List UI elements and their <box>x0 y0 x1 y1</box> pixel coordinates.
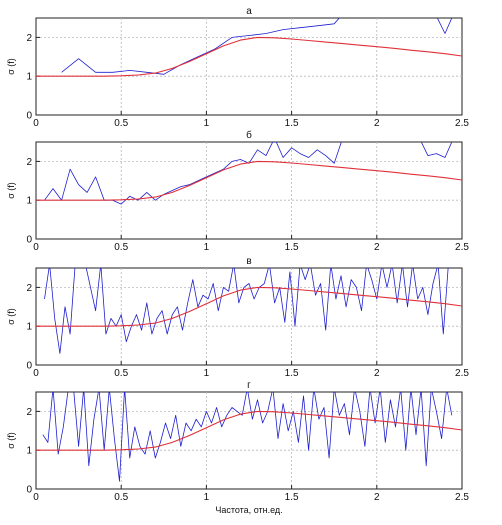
x-tick-label: 2.5 <box>455 242 469 253</box>
noisy-series-line <box>61 18 453 75</box>
panel-title: б <box>246 129 252 141</box>
x-tick-label: 1.5 <box>285 368 299 379</box>
x-tick-label: 0 <box>33 118 39 129</box>
y-axis-label: σ (f) <box>6 182 16 199</box>
model-series-line <box>36 286 462 327</box>
x-tick-label: 0 <box>33 242 39 253</box>
x-tick-label: 1 <box>204 118 210 129</box>
y-tick-label: 0 <box>26 485 32 496</box>
y-tick-label: 0 <box>26 111 32 122</box>
chart-panel-1: 0 0.5 1 1.5 2 2.5 0 1 2 а σ (f) <box>6 6 469 129</box>
y-tick-label: 1 <box>26 196 32 207</box>
x-tick-label: 1.5 <box>285 492 299 503</box>
x-axis-label: Частота, отн.ед. <box>215 505 282 515</box>
x-tick-label: 2 <box>374 118 380 129</box>
x-tick-label: 0.5 <box>114 492 128 503</box>
x-tick-label: 1.5 <box>285 242 299 253</box>
x-tick-label: 2 <box>374 368 380 379</box>
noisy-series-line <box>42 392 453 482</box>
plot-area <box>35 267 463 366</box>
y-axis-label: σ (f) <box>6 58 16 75</box>
x-tick-label: 1 <box>204 368 210 379</box>
y-tick-label: 2 <box>26 407 32 418</box>
x-tick-label: 2 <box>374 242 380 253</box>
x-tick-label: 1.5 <box>285 118 299 129</box>
x-tick-label: 2.5 <box>455 492 469 503</box>
y-tick-label: 2 <box>26 283 32 294</box>
x-tick-label: 2 <box>374 492 380 503</box>
y-tick-label: 2 <box>26 157 32 168</box>
plot-area <box>35 391 463 490</box>
x-tick-label: 2.5 <box>455 118 469 129</box>
y-tick-label: 0 <box>26 235 32 246</box>
model-series-line <box>36 410 462 451</box>
plot-area <box>35 17 463 116</box>
x-tick-label: 2.5 <box>455 368 469 379</box>
y-tick-label: 1 <box>26 72 32 83</box>
y-tick-label: 2 <box>26 33 32 44</box>
x-tick-label: 0.5 <box>114 242 128 253</box>
y-axis-label: σ (f) <box>6 308 16 325</box>
x-tick-label: 1 <box>204 242 210 253</box>
y-tick-label: 1 <box>26 322 32 333</box>
panel-title: в <box>246 256 251 267</box>
y-axis-label: σ (f) <box>6 432 16 449</box>
plot-area <box>35 141 463 240</box>
noisy-series-line <box>44 268 449 354</box>
x-tick-label: 1 <box>204 492 210 503</box>
x-tick-label: 0 <box>33 492 39 503</box>
chart-panel-4: 0 0.5 1 1.5 2 2.5 0 1 2 г σ (f) Частота, отн.ед. <box>6 380 469 515</box>
model-series-line <box>36 36 462 77</box>
x-tick-label: 0.5 <box>114 368 128 379</box>
panel-title: а <box>246 6 252 17</box>
panel-title: г <box>247 380 251 391</box>
y-tick-label: 0 <box>26 361 32 372</box>
chart-panel-2: 0 0.5 1 1.5 2 2.5 0 1 2 б σ (f) <box>6 129 469 253</box>
model-series-line <box>36 160 462 201</box>
x-tick-label: 0.5 <box>114 118 128 129</box>
x-tick-label: 0 <box>33 368 39 379</box>
chart-panel-3: 0 0.5 1 1.5 2 2.5 0 1 2 в σ (f) <box>6 256 469 379</box>
y-tick-label: 1 <box>26 446 32 457</box>
